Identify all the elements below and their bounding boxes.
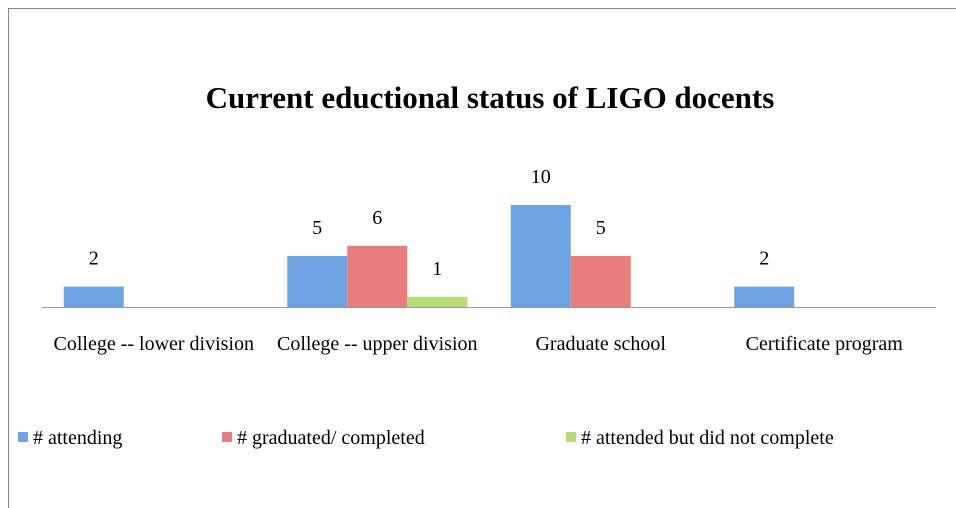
data-label: 2 [89,248,99,270]
bar [570,256,631,307]
data-label: 6 [372,207,382,229]
data-label: 10 [531,166,551,188]
data-label: 1 [432,258,442,280]
bar [510,205,571,307]
x-tick-label: College -- upper division [276,333,478,355]
bar [63,286,124,307]
legend-label: # attending [33,427,122,449]
chart-title: Current eductional status of LIGO docent… [206,80,775,115]
legend-swatch [18,432,28,442]
x-tick-label: College -- lower division [53,333,255,355]
data-label: 2 [759,248,769,270]
legend-label: # graduated/ completed [237,427,425,449]
bar [734,286,795,307]
legend-swatch [566,432,576,442]
legend-label: # attended but did not complete [581,427,834,449]
bar [407,296,468,307]
bar [347,245,408,307]
bar [287,256,348,307]
legend-swatch [222,432,232,442]
x-tick-label: Certificate program [745,333,903,355]
data-label: 5 [596,217,606,239]
x-tick-label: Graduate school [535,333,666,355]
data-label: 5 [312,217,322,239]
